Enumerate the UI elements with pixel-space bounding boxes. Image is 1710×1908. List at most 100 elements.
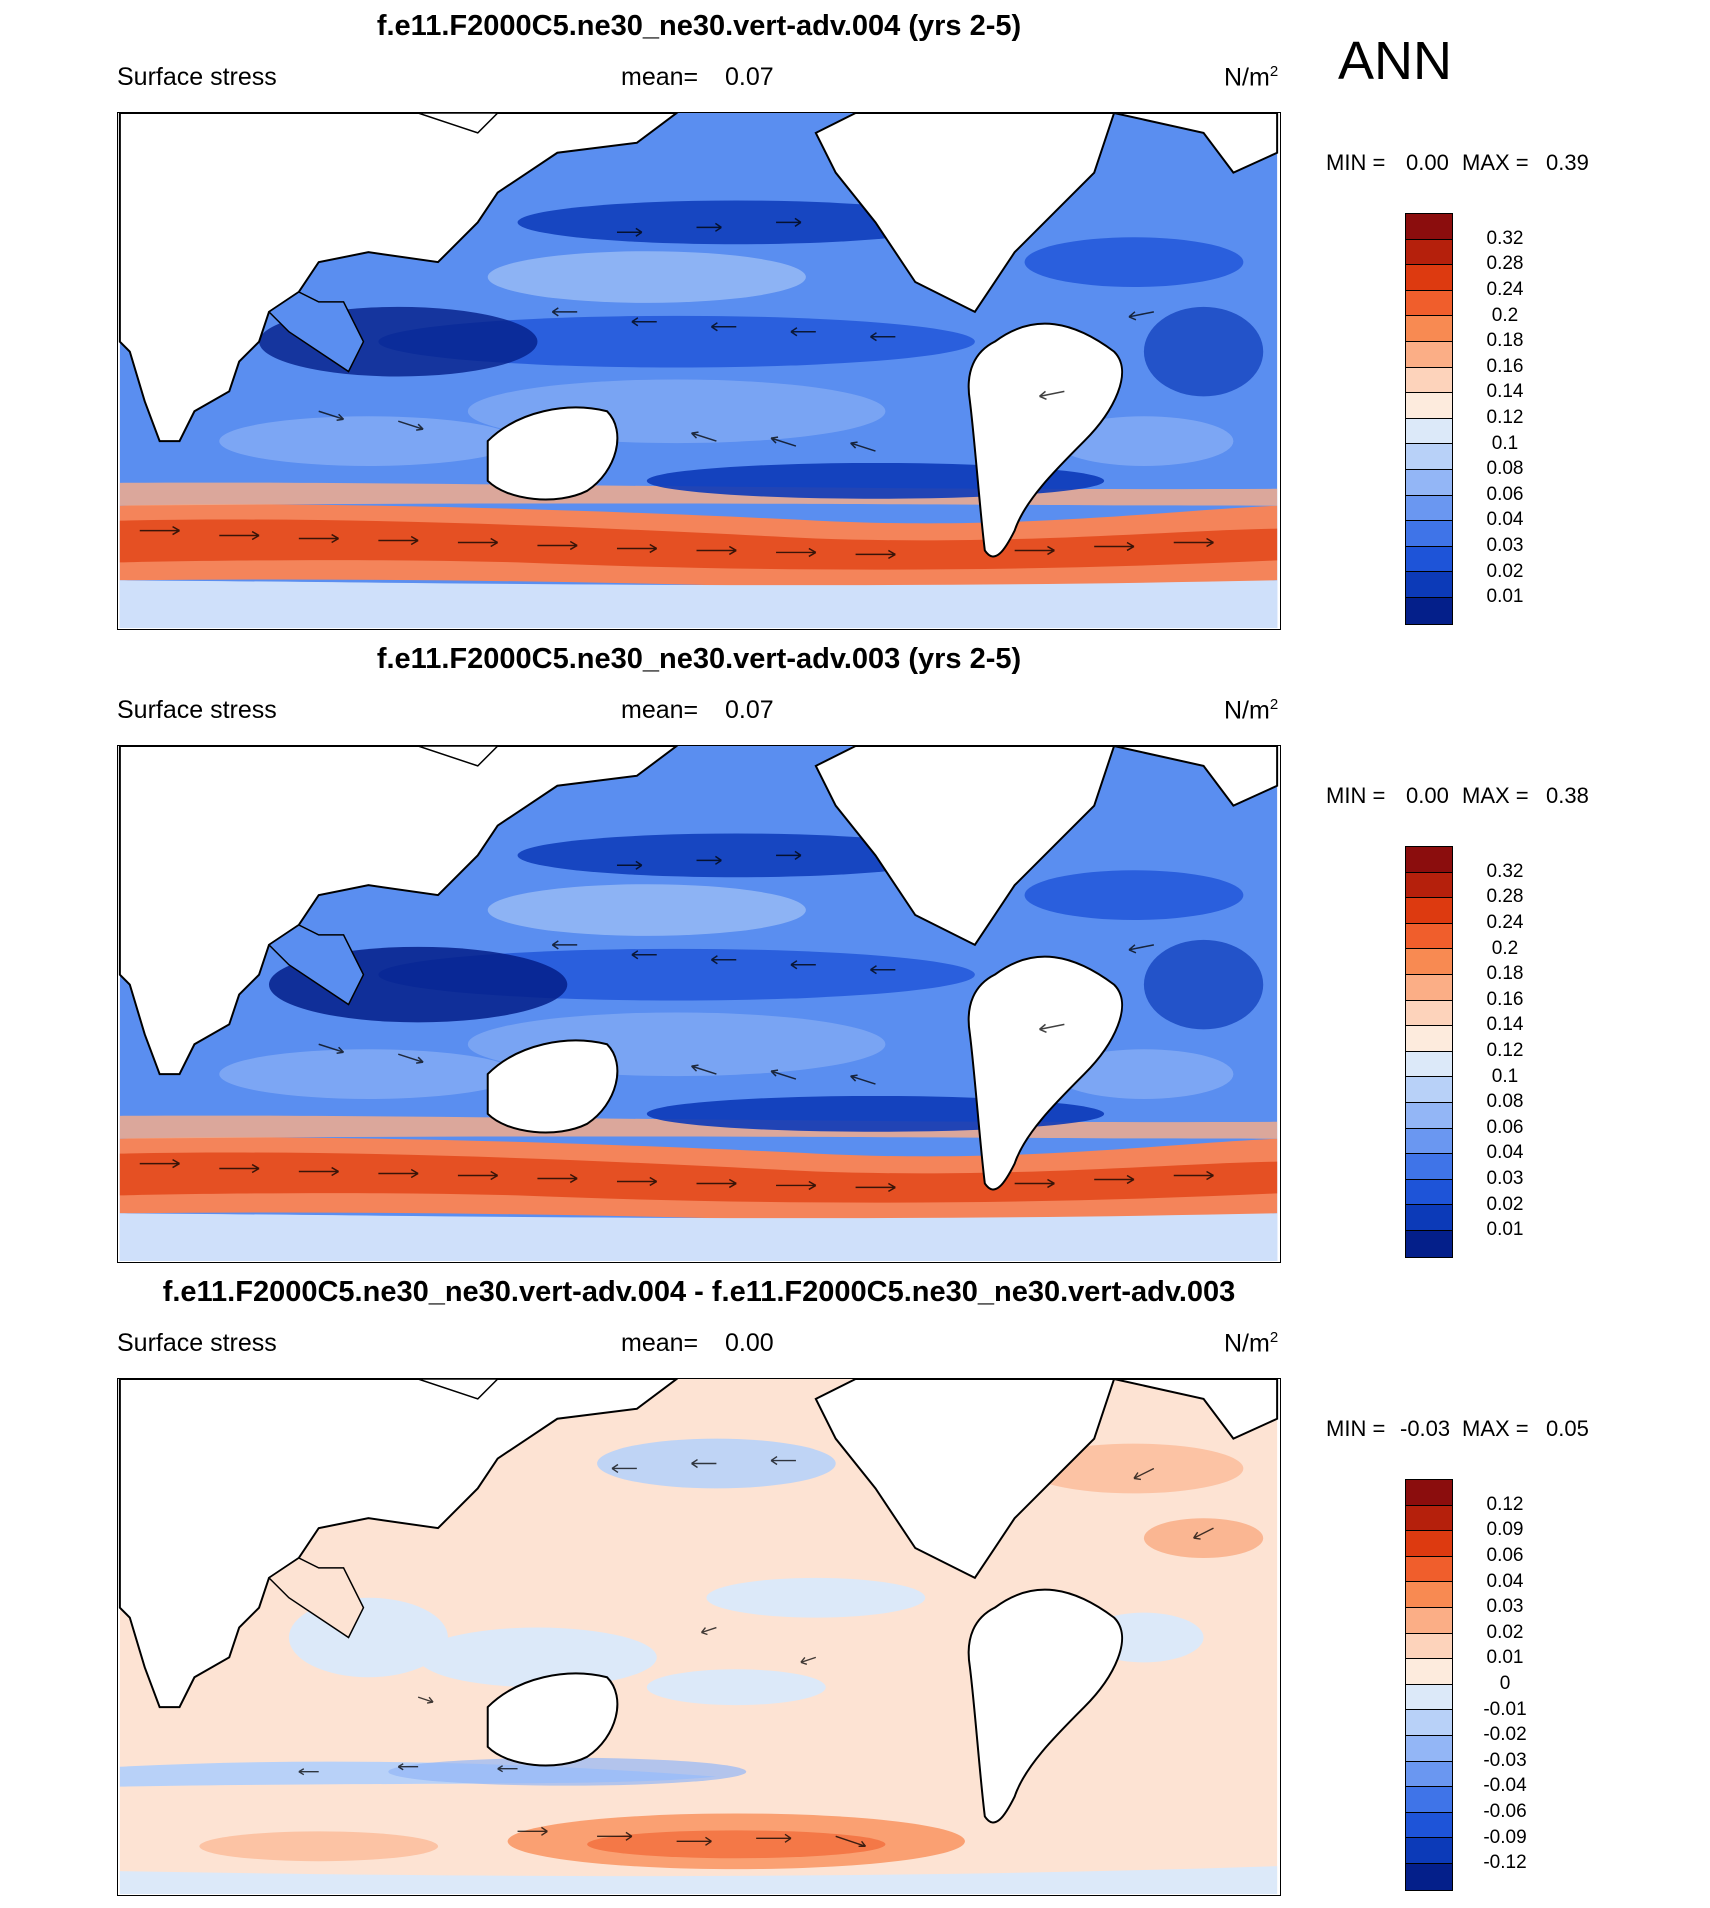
- colorbar-swatch: [1406, 923, 1452, 950]
- panel-2-colorbar: [1405, 846, 1453, 1258]
- colorbar-tick-label: 0.1: [1491, 433, 1519, 454]
- panel-3-map: [117, 1378, 1281, 1896]
- colorbar-swatch: [1406, 393, 1452, 419]
- panel-1-max-label: MAX =: [1462, 150, 1529, 175]
- colorbar-tick-label: -0.03: [1483, 1750, 1527, 1771]
- colorbar-swatch: [1406, 367, 1452, 394]
- panel-3-mean-label: mean=: [621, 1329, 699, 1357]
- colorbar-tick-label: 0.14: [1486, 1014, 1524, 1035]
- colorbar-swatch: [1406, 469, 1452, 496]
- colorbar-swatch: [1406, 495, 1452, 522]
- colorbar-swatch: [1406, 214, 1452, 240]
- colorbar-swatch: [1406, 341, 1452, 368]
- panel-3-max-label: MAX =: [1462, 1416, 1529, 1441]
- colorbar-swatch: [1406, 898, 1452, 924]
- colorbar-swatch: [1406, 847, 1452, 873]
- colorbar-tick-label: 0.1: [1491, 1066, 1519, 1087]
- panel-3-min-value: -0.03: [1400, 1416, 1451, 1441]
- colorbar-swatch: [1406, 1128, 1452, 1155]
- panel-1-mean-value: 0.07: [725, 63, 774, 91]
- panel-1-mean-label: mean=: [621, 63, 699, 91]
- colorbar-swatch: [1406, 1077, 1452, 1103]
- colorbar-swatch: [1406, 1582, 1452, 1608]
- colorbar-swatch: [1406, 1179, 1452, 1206]
- panel-2-mean-label: mean=: [621, 696, 699, 724]
- colorbar-swatch: [1406, 1863, 1452, 1890]
- colorbar-tick-label: 0.2: [1491, 938, 1519, 959]
- panel-3-colorbar: [1405, 1479, 1453, 1891]
- colorbar-swatch: [1406, 1838, 1452, 1864]
- colorbar-swatch: [1406, 239, 1452, 266]
- colorbar-tick-label: -0.01: [1483, 1699, 1527, 1720]
- colorbar-tick-label: 0.03: [1486, 535, 1524, 556]
- panel-2-units: N/m2: [1224, 696, 1279, 725]
- colorbar-tick-label: 0.02: [1486, 1194, 1524, 1215]
- colorbar-tick-label: 0.16: [1486, 989, 1524, 1010]
- colorbar-swatch: [1406, 1480, 1452, 1506]
- colorbar-tick-label: -0.02: [1483, 1724, 1527, 1745]
- colorbar-swatch: [1406, 872, 1452, 899]
- panel-1-wind-vectors: [139, 217, 1214, 560]
- colorbar-swatch: [1406, 1761, 1452, 1788]
- panel-2-min-value: 0.00: [1406, 783, 1449, 808]
- panel-3-wind-vectors: [298, 1455, 1214, 1847]
- colorbar-tick-label: -0.04: [1483, 1775, 1527, 1796]
- colorbar-tick-label: 0.01: [1486, 586, 1524, 607]
- colorbar-swatch: [1406, 265, 1452, 291]
- panel-2-min-label: MIN =: [1326, 783, 1386, 808]
- colorbar-tick-label: -0.09: [1483, 1827, 1527, 1848]
- panel-1-title: f.e11.F2000C5.ne30_ne30.vert-adv.004 (yr…: [376, 10, 1022, 42]
- colorbar-swatch: [1406, 949, 1452, 975]
- colorbar-swatch: [1406, 1787, 1452, 1813]
- colorbar-swatch: [1406, 974, 1452, 1001]
- colorbar-swatch: [1406, 1154, 1452, 1180]
- colorbar-tick-label: 0.08: [1486, 458, 1524, 479]
- colorbar-tick-label: 0.12: [1486, 1494, 1524, 1515]
- panel-3-units: N/m2: [1224, 1329, 1279, 1358]
- colorbar-tick-label: 0.06: [1486, 484, 1524, 505]
- colorbar-swatch: [1406, 418, 1452, 445]
- panel-3-title: f.e11.F2000C5.ne30_ne30.vert-adv.004 - f…: [162, 1276, 1236, 1308]
- colorbar-tick-label: 0.08: [1486, 1091, 1524, 1112]
- colorbar-swatch: [1406, 1659, 1452, 1685]
- colorbar-tick-label: 0: [1499, 1673, 1511, 1694]
- colorbar-tick-label: 0.2: [1491, 305, 1519, 326]
- colorbar-tick-label: 0.24: [1486, 279, 1524, 300]
- panel-1-units: N/m2: [1224, 63, 1279, 92]
- colorbar-swatch: [1406, 521, 1452, 547]
- colorbar-swatch: [1406, 1051, 1452, 1078]
- colorbar-swatch: [1406, 572, 1452, 598]
- colorbar-swatch: [1406, 1735, 1452, 1762]
- colorbar-tick-label: -0.12: [1483, 1852, 1527, 1873]
- panel-2-title: f.e11.F2000C5.ne30_ne30.vert-adv.003 (yr…: [376, 643, 1022, 675]
- colorbar-tick-label: 0.02: [1486, 1622, 1524, 1643]
- colorbar-tick-label: 0.04: [1486, 1142, 1524, 1163]
- colorbar-swatch: [1406, 316, 1452, 342]
- colorbar-swatch: [1406, 1026, 1452, 1052]
- panel-2-map: [117, 745, 1281, 1263]
- colorbar-tick-label: 0.12: [1486, 407, 1524, 428]
- colorbar-tick-label: 0.18: [1486, 330, 1524, 351]
- colorbar-tick-label: 0.03: [1486, 1168, 1524, 1189]
- colorbar-tick-label: 0.03: [1486, 1596, 1524, 1617]
- panel-1-min-label: MIN =: [1326, 150, 1386, 175]
- panel-2-mean-value: 0.07: [725, 696, 774, 724]
- colorbar-tick-label: 0.18: [1486, 963, 1524, 984]
- colorbar-swatch: [1406, 1000, 1452, 1027]
- season-label: ANN: [1338, 31, 1453, 91]
- colorbar-tick-label: 0.06: [1486, 1117, 1524, 1138]
- colorbar-tick-label: 0.04: [1486, 509, 1524, 530]
- colorbar-swatch: [1406, 1633, 1452, 1660]
- colorbar-tick-label: 0.28: [1486, 886, 1524, 907]
- panel-3-min-label: MIN =: [1326, 1416, 1386, 1441]
- colorbar-tick-label: 0.01: [1486, 1647, 1524, 1668]
- panel-1-map-svg: [118, 113, 1279, 628]
- panel-3-mean-value: 0.00: [725, 1329, 774, 1357]
- colorbar-tick-label: 0.16: [1486, 356, 1524, 377]
- panel-2-max-value: 0.38: [1546, 783, 1589, 808]
- colorbar-tick-label: 0.04: [1486, 1571, 1524, 1592]
- panel-2-map-svg: [118, 746, 1279, 1261]
- panel-2-variable: Surface stress: [117, 696, 277, 724]
- panel-1-map: [117, 112, 1281, 630]
- colorbar-tick-label: 0.01: [1486, 1219, 1524, 1240]
